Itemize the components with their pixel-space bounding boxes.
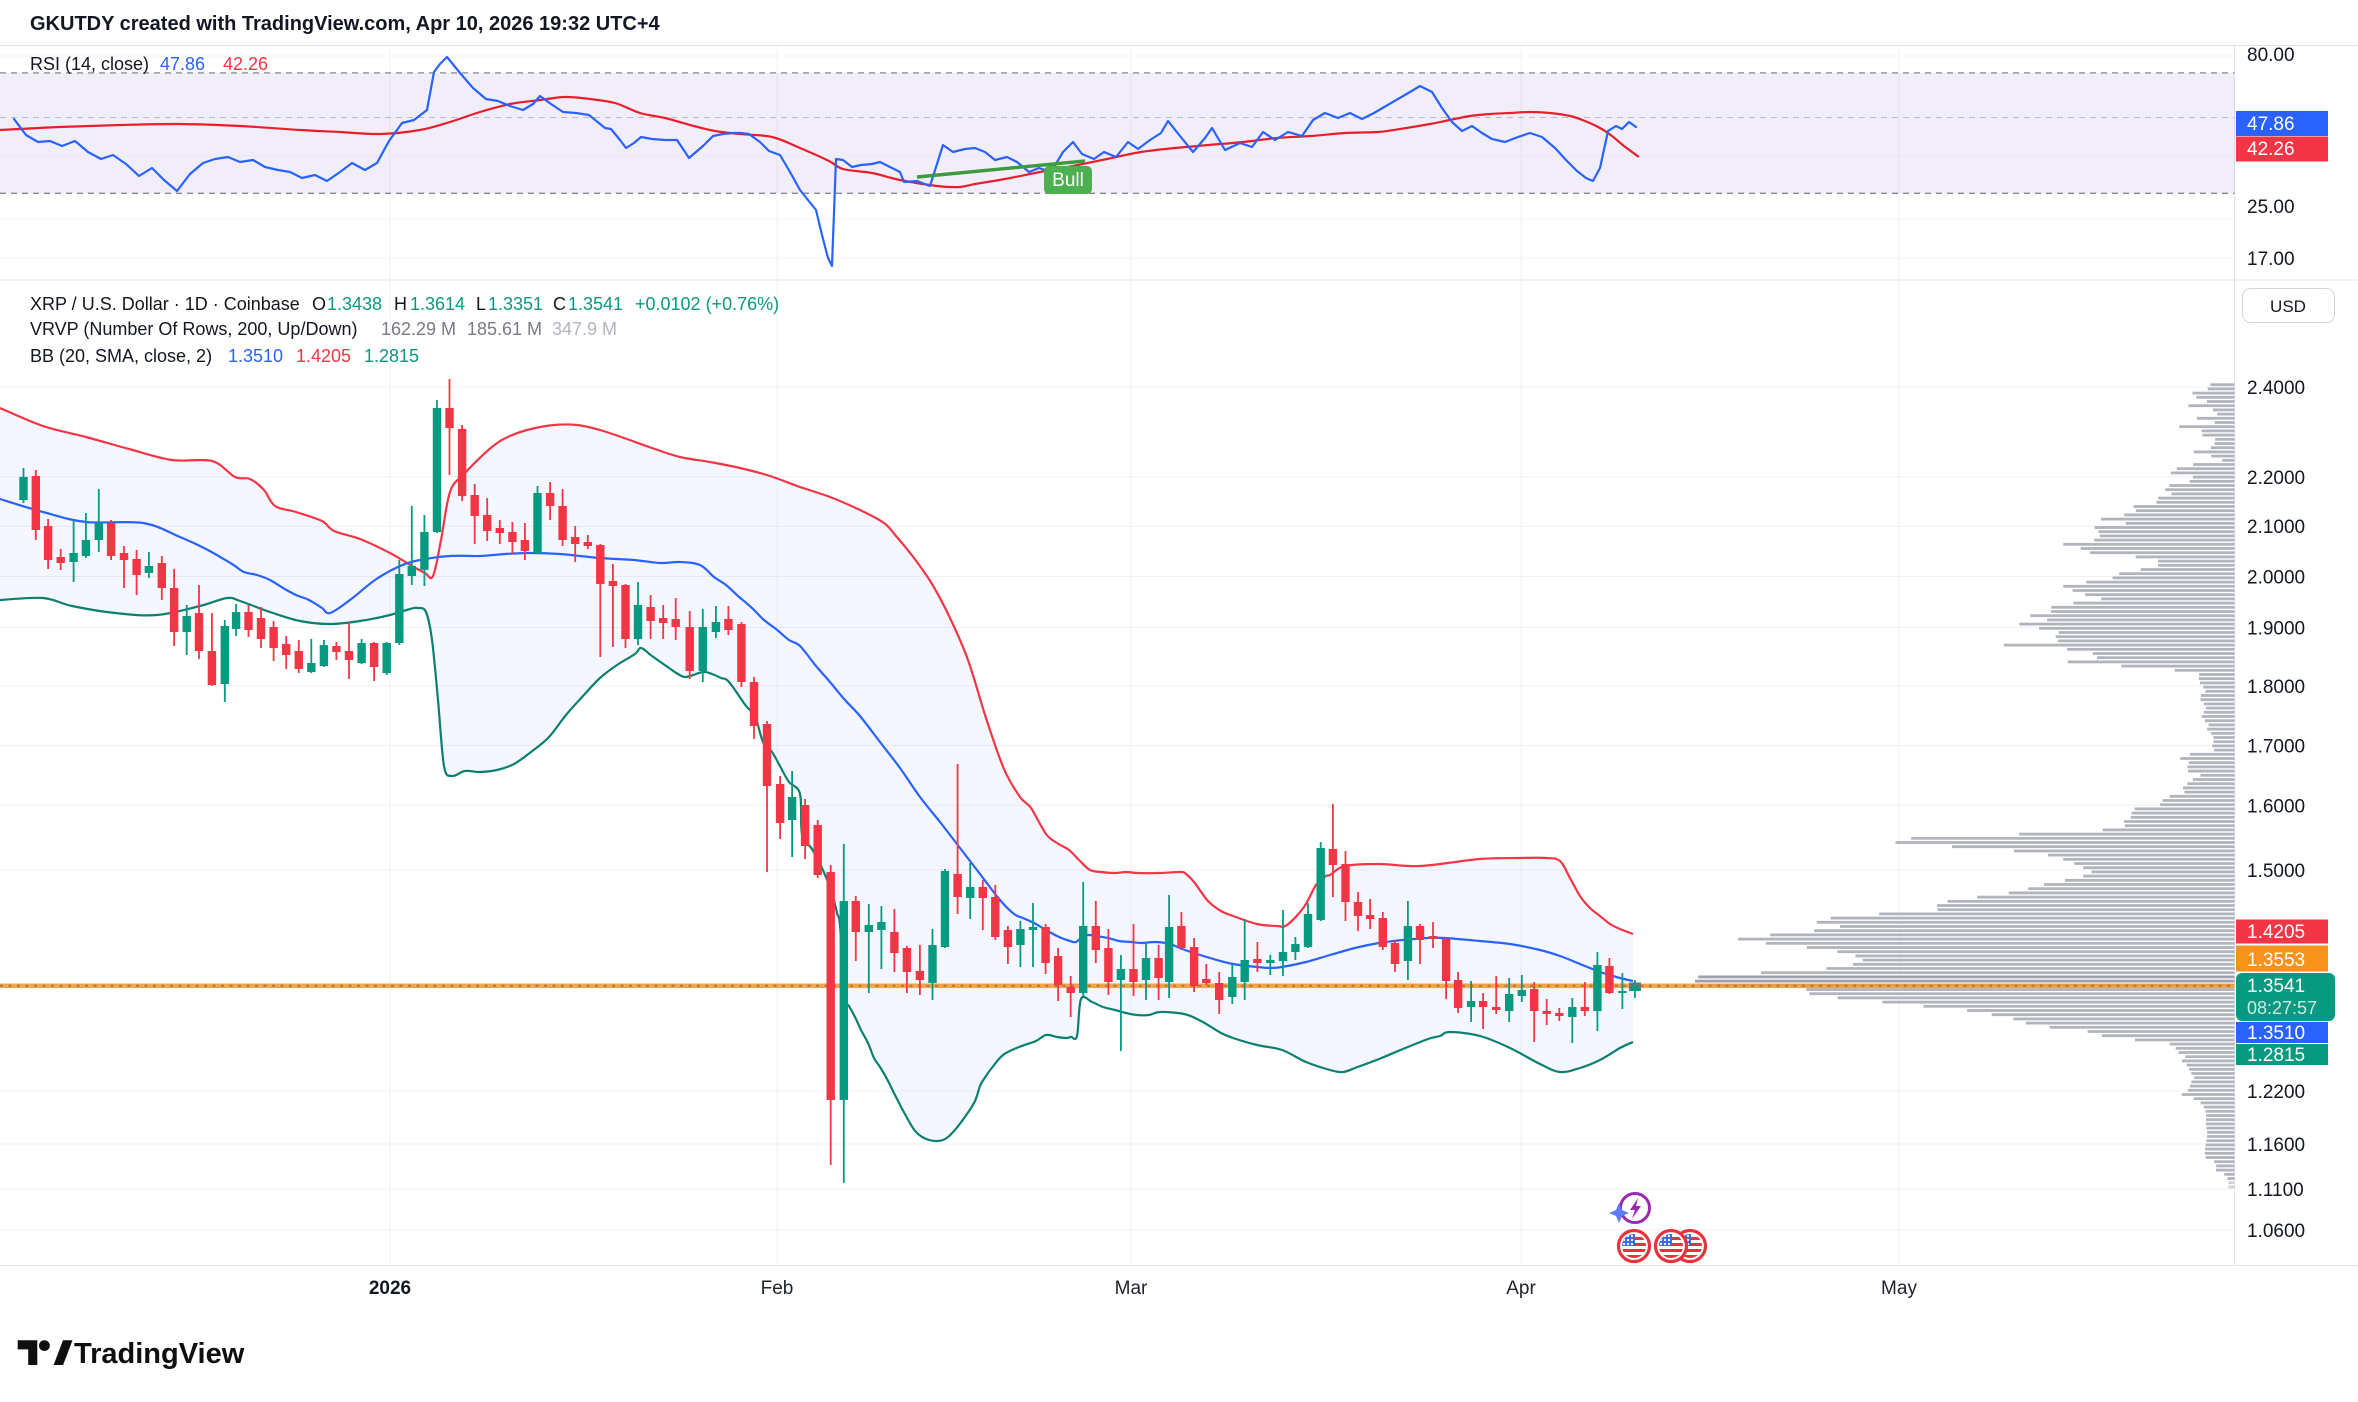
svg-text:1.2815: 1.2815 — [364, 346, 419, 366]
svg-text:O: O — [312, 294, 326, 314]
svg-text:2.2000: 2.2000 — [2247, 468, 2305, 489]
svg-text:2.4000: 2.4000 — [2247, 378, 2305, 399]
svg-text:1.8000: 1.8000 — [2247, 677, 2305, 698]
svg-text:H: H — [394, 294, 407, 314]
svg-text:TradingView: TradingView — [74, 1338, 245, 1370]
svg-text:1.4205: 1.4205 — [2247, 922, 2305, 943]
svg-text:1.2200: 1.2200 — [2247, 1082, 2305, 1103]
svg-text:VRVP (Number Of Rows, 200, Up/: VRVP (Number Of Rows, 200, Up/Down) — [30, 319, 357, 339]
svg-text:1.7000: 1.7000 — [2247, 736, 2305, 757]
svg-text:May: May — [1881, 1278, 1917, 1299]
svg-text:42.26: 42.26 — [2247, 139, 2295, 160]
svg-text:1.0600: 1.0600 — [2247, 1221, 2305, 1242]
svg-text:08:27:57: 08:27:57 — [2247, 998, 2317, 1018]
svg-text:162.29 M: 162.29 M — [381, 319, 456, 339]
svg-text:47.86: 47.86 — [160, 54, 205, 74]
svg-text:USD: USD — [2270, 297, 2306, 316]
svg-text:GKUTDY created with TradingVie: GKUTDY created with TradingView.com, Apr… — [30, 13, 661, 35]
svg-text:1.3351: 1.3351 — [488, 294, 543, 314]
svg-text:42.26: 42.26 — [223, 54, 268, 74]
svg-text:Mar: Mar — [1115, 1278, 1148, 1299]
svg-text:BB (20, SMA, close, 2): BB (20, SMA, close, 2) — [30, 346, 212, 366]
svg-text:1.9000: 1.9000 — [2247, 619, 2305, 640]
svg-text:Apr: Apr — [1506, 1278, 1536, 1299]
svg-text:XRP / U.S. Dollar · 1D · Coinb: XRP / U.S. Dollar · 1D · Coinbase — [30, 294, 300, 314]
svg-text:17.00: 17.00 — [2247, 249, 2295, 270]
svg-text:347.9 M: 347.9 M — [552, 319, 617, 339]
svg-text:80.00: 80.00 — [2247, 45, 2295, 66]
svg-text:2026: 2026 — [369, 1278, 411, 1299]
svg-text:1.3541: 1.3541 — [2247, 976, 2305, 997]
svg-text:185.61 M: 185.61 M — [467, 319, 542, 339]
svg-text:1.3510: 1.3510 — [2247, 1023, 2305, 1044]
svg-text:RSI (14, close): RSI (14, close) — [30, 54, 149, 74]
svg-text:L: L — [476, 294, 486, 314]
svg-text:1.3614: 1.3614 — [410, 294, 465, 314]
svg-text:2.0000: 2.0000 — [2247, 568, 2305, 589]
svg-text:C: C — [553, 294, 566, 314]
svg-text:1.3510: 1.3510 — [228, 346, 283, 366]
svg-text:2.1000: 2.1000 — [2247, 517, 2305, 538]
svg-text:1.6000: 1.6000 — [2247, 796, 2305, 817]
svg-text:1.3553: 1.3553 — [2247, 950, 2305, 971]
svg-text:Feb: Feb — [761, 1278, 794, 1299]
svg-text:47.86: 47.86 — [2247, 114, 2295, 135]
svg-text:+0.0102 (+0.76%): +0.0102 (+0.76%) — [635, 294, 779, 314]
svg-text:1.4205: 1.4205 — [296, 346, 351, 366]
svg-text:1.1100: 1.1100 — [2247, 1180, 2304, 1201]
svg-text:1.1600: 1.1600 — [2247, 1135, 2305, 1156]
svg-text:1.3541: 1.3541 — [568, 294, 623, 314]
svg-text:1.2815: 1.2815 — [2247, 1045, 2305, 1066]
svg-text:1.3438: 1.3438 — [327, 294, 382, 314]
svg-text:1.5000: 1.5000 — [2247, 861, 2305, 882]
svg-text:Bull: Bull — [1052, 170, 1084, 191]
svg-text:25.00: 25.00 — [2247, 197, 2295, 218]
